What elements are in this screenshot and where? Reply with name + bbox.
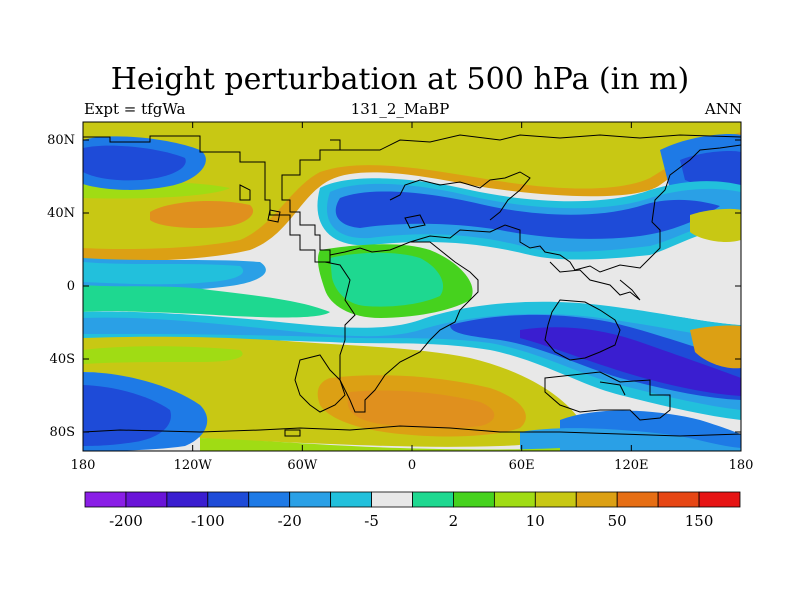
coastlines: [83, 134, 741, 437]
colorbar: -200 -100 -20 -5 2 10 50 150: [84, 491, 741, 530]
colorbar-swatch: [575, 491, 618, 508]
contour-tropic-green-west: [83, 285, 330, 318]
colorbar-swatch: [453, 491, 495, 508]
colorbar-swatch: [657, 491, 700, 508]
colorbar-label: -200: [109, 512, 143, 530]
lon-tick-label: 60W: [287, 458, 318, 473]
colorbar-swatch: [248, 491, 291, 508]
colorbar-swatch: [125, 491, 168, 508]
lon-tick-label: 180: [71, 458, 96, 473]
case-label: 131_2_MaBP: [350, 100, 450, 118]
contour-neutral-east-pacific: [520, 258, 741, 325]
lon-tick-label: 180: [729, 458, 754, 473]
contour-south-green-strip: [200, 438, 560, 451]
lon-tick-label: 120E: [614, 458, 648, 473]
contour-low-band-north-core: [335, 191, 720, 239]
colorbar-swatch: [207, 491, 250, 508]
contour-tropic-west-teal: [83, 262, 244, 285]
lat-tick-label: 0: [67, 279, 75, 294]
lat-tick-label: 40S: [50, 352, 75, 367]
lat-tick-label: 40N: [47, 206, 75, 221]
contour-trough-se-teal: [520, 428, 741, 451]
colorbar-label: -5: [364, 512, 379, 530]
contour-low-band-south-deep: [520, 327, 741, 396]
lon-tick-label: 0: [408, 458, 416, 473]
lon-tick-label: 60E: [509, 458, 535, 473]
colorbar-swatch: [412, 491, 454, 508]
contour-trough-nw-core: [83, 145, 186, 181]
colorbar-label: 50: [608, 512, 627, 530]
lat-tick-label: 80N: [47, 133, 75, 148]
colorbar-label: -20: [278, 512, 302, 530]
colorbar-label: -100: [191, 512, 225, 530]
contour-trough-ne-core: [680, 150, 741, 190]
colorbar-swatch: [534, 491, 577, 508]
colorbar-label: 2: [449, 512, 459, 530]
contour-field: [83, 122, 741, 451]
lat-tick-label: 80S: [50, 425, 75, 440]
colorbar-swatch: [371, 491, 413, 508]
colorbar-swatch: [493, 491, 536, 508]
colorbar-swatch: [166, 491, 209, 508]
colorbar-swatch: [289, 491, 332, 508]
latitude-axis: 80N 40N 0 40S 80S: [47, 133, 741, 440]
contour-high-pocket-ne: [690, 208, 741, 243]
map-title: Height perturbation at 500 hPa (in m): [110, 62, 690, 97]
contour-sh-orange-core: [347, 390, 495, 429]
colorbar-label: 10: [526, 512, 545, 530]
contour-africa-green-light: [330, 252, 444, 307]
colorbar-label: 150: [685, 512, 714, 530]
contour-north-orange-patch: [150, 200, 254, 228]
season-label: ANN: [704, 100, 742, 118]
lon-tick-label: 120W: [174, 458, 213, 473]
colorbar-swatch: [698, 491, 741, 508]
colorbar-swatch: [84, 491, 127, 508]
experiment-label: Expt = tfgWa: [84, 100, 186, 118]
contour-sh-east-yellow: [690, 325, 741, 369]
colorbar-swatch: [616, 491, 659, 508]
colorbar-swatch: [330, 491, 372, 508]
longitude-axis: 180 120W 60W 0 60E 120E 180: [71, 122, 754, 473]
contour-sh-green-rim-west: [83, 346, 243, 364]
